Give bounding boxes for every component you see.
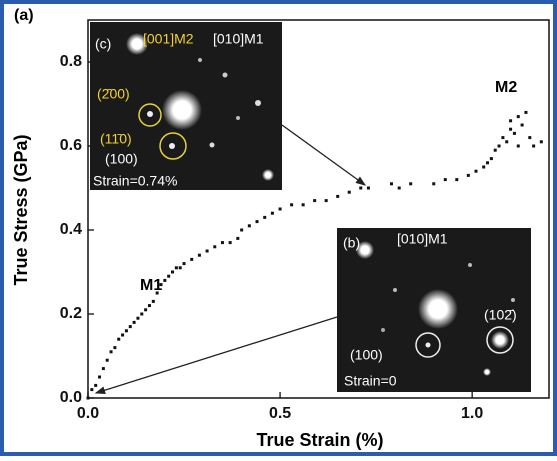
data-point bbox=[198, 254, 201, 257]
inset-label: (c) bbox=[95, 36, 111, 52]
data-point bbox=[102, 367, 105, 370]
data-point bbox=[348, 191, 351, 194]
x-tick-label: 0.0 bbox=[77, 405, 99, 422]
y-tick-label: 0.0 bbox=[60, 389, 82, 406]
data-point bbox=[113, 346, 116, 349]
data-point bbox=[490, 157, 493, 160]
data-point bbox=[336, 195, 339, 198]
data-point bbox=[121, 334, 124, 337]
strain-label: Strain=0.74% bbox=[93, 173, 177, 189]
data-point bbox=[263, 216, 266, 219]
data-point bbox=[106, 359, 109, 362]
data-point bbox=[148, 304, 151, 307]
spot-label: (2̄00) bbox=[97, 86, 130, 102]
x-axis-title: True Strain (%) bbox=[256, 430, 383, 450]
data-point bbox=[432, 182, 435, 185]
data-point bbox=[524, 111, 527, 114]
data-point bbox=[248, 224, 251, 227]
data-point bbox=[302, 203, 305, 206]
annotation: M2 bbox=[495, 79, 517, 96]
data-point bbox=[505, 140, 508, 143]
data-point bbox=[90, 388, 93, 391]
zone-axis: [010]M1 bbox=[397, 231, 448, 247]
data-point bbox=[313, 199, 316, 202]
data-point bbox=[513, 132, 516, 135]
data-point bbox=[117, 338, 120, 341]
spot-label: (11̄0) bbox=[100, 131, 132, 147]
spot-label: (102̄) bbox=[484, 307, 517, 323]
data-point bbox=[486, 161, 489, 164]
data-point bbox=[240, 229, 243, 232]
zone-axis: [010]M1 bbox=[213, 31, 264, 47]
data-point bbox=[359, 187, 362, 190]
data-point bbox=[390, 182, 393, 185]
inset-label: (b) bbox=[343, 235, 360, 251]
data-point bbox=[171, 271, 174, 274]
data-point bbox=[179, 266, 182, 269]
x-tick-label: 1.0 bbox=[461, 405, 483, 422]
x-tick-label: 0.5 bbox=[269, 405, 291, 422]
zone-axis: [001]M2 bbox=[143, 31, 194, 47]
inset-c: (c) [001]M2 [010]M1 (2̄00) (11̄0) (100) … bbox=[90, 22, 282, 190]
data-point bbox=[256, 220, 259, 223]
spot-label: (100) bbox=[105, 151, 138, 167]
data-point bbox=[167, 275, 170, 278]
data-point bbox=[521, 124, 524, 127]
data-point bbox=[213, 245, 216, 248]
data-point bbox=[125, 329, 128, 332]
y-tick-label: 0.6 bbox=[60, 137, 82, 154]
data-point bbox=[236, 237, 239, 240]
data-point bbox=[528, 136, 531, 139]
data-point bbox=[279, 208, 282, 211]
data-point bbox=[482, 166, 485, 169]
data-point bbox=[290, 203, 293, 206]
data-point bbox=[325, 199, 328, 202]
spot-label: (100) bbox=[350, 347, 383, 363]
data-point bbox=[494, 149, 497, 152]
data-point bbox=[532, 145, 535, 148]
data-point bbox=[398, 187, 401, 190]
panel-label: (a) bbox=[14, 7, 34, 24]
data-point bbox=[467, 174, 470, 177]
data-point bbox=[367, 187, 370, 190]
data-point bbox=[271, 212, 274, 215]
annotation: M1 bbox=[140, 277, 162, 294]
data-point bbox=[133, 321, 136, 324]
data-point bbox=[163, 279, 166, 282]
data-point bbox=[152, 300, 155, 303]
data-point bbox=[94, 384, 97, 387]
data-point bbox=[136, 317, 139, 320]
data-point bbox=[509, 119, 512, 122]
data-point bbox=[475, 170, 478, 173]
data-point bbox=[409, 182, 412, 185]
data-point bbox=[517, 115, 520, 118]
data-point bbox=[221, 241, 224, 244]
data-point bbox=[540, 140, 543, 143]
data-point bbox=[110, 350, 113, 353]
data-point bbox=[455, 178, 458, 181]
data-point bbox=[183, 262, 186, 265]
y-tick-label: 0.8 bbox=[60, 53, 82, 70]
data-point bbox=[175, 266, 178, 269]
data-point bbox=[87, 397, 90, 400]
inset-b: (b) [010]M1 (102̄) (100) Strain=0 bbox=[337, 228, 531, 392]
data-point bbox=[129, 325, 132, 328]
data-point bbox=[190, 258, 193, 261]
y-tick-label: 0.2 bbox=[60, 305, 82, 322]
data-point bbox=[509, 128, 512, 131]
strain-label: Strain=0 bbox=[344, 373, 397, 389]
y-tick-label: 0.4 bbox=[60, 221, 82, 238]
data-point bbox=[98, 376, 101, 379]
data-point bbox=[144, 308, 147, 311]
data-point bbox=[229, 241, 232, 244]
data-point bbox=[140, 313, 143, 316]
y-axis-title: True Stress (GPa) bbox=[11, 134, 31, 285]
data-point bbox=[206, 250, 209, 253]
data-point bbox=[517, 145, 520, 148]
data-point bbox=[444, 178, 447, 181]
data-point bbox=[498, 145, 501, 148]
data-point bbox=[501, 136, 504, 139]
figure: 0.0 0.2 0.4 0.6 0.8 0.0 0.5 1.0 (c) [001]M2 [01… bbox=[0, 0, 557, 456]
